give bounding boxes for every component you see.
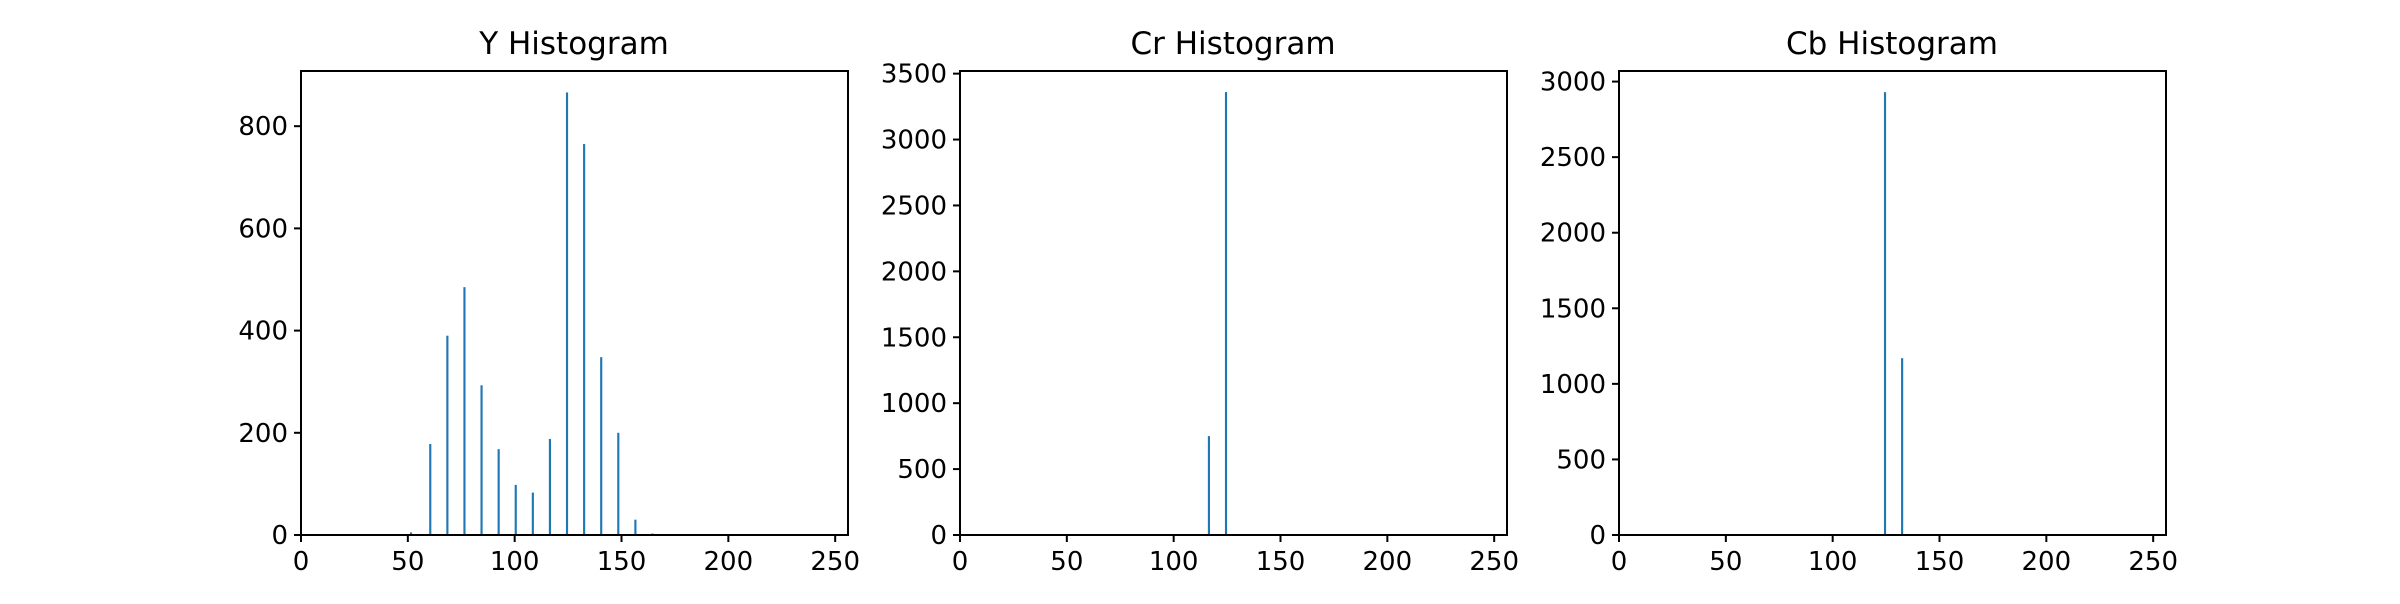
y-histogram-y-tick-label: 600 (238, 214, 288, 244)
cr-histogram-x-tick-label: 150 (1256, 547, 1306, 577)
y-histogram-x-tick-label: 250 (810, 547, 860, 577)
cr-histogram-y-tick-label: 2000 (881, 257, 947, 287)
y-histogram-axes-frame (301, 71, 848, 535)
cr-histogram-bar (1208, 436, 1210, 535)
y-histogram-bar (583, 144, 585, 535)
y-histogram-panel: Y Histogram 0 50 100 150 200 250 0 200 400 600 800 (238, 26, 860, 577)
cb-histogram-y-tick-label: 0 (1589, 521, 1606, 551)
y-histogram-bar (566, 92, 568, 535)
cr-histogram-axes-frame (960, 71, 1507, 535)
cr-histogram-y-tick-label: 3500 (881, 60, 947, 90)
cr-histogram-y-tick-label: 1000 (881, 389, 947, 419)
cb-histogram-x-tick-label: 150 (1915, 547, 1965, 577)
cr-histogram-y-tick-label: 2500 (881, 191, 947, 221)
y-histogram-bar (600, 357, 602, 535)
cb-histogram-y-tick-label: 2500 (1540, 143, 1606, 173)
cb-histogram-x-tick-label: 100 (1808, 547, 1858, 577)
cb-histogram-y-tick-label: 1000 (1540, 370, 1606, 400)
cb-histogram-bar (1901, 358, 1903, 535)
y-histogram-y-tick-label: 800 (238, 112, 288, 142)
cr-histogram-bar (1225, 92, 1227, 535)
y-histogram-bar (515, 485, 517, 535)
y-histogram-y-tick-label: 0 (271, 521, 288, 551)
cb-histogram-axes-frame (1619, 71, 2166, 535)
cb-histogram-y-tick-label: 3000 (1540, 68, 1606, 98)
y-histogram-x-tick-label: 0 (293, 547, 310, 577)
cr-histogram-x-tick-label: 250 (1469, 547, 1519, 577)
y-histogram-y-tick-label: 400 (238, 317, 288, 347)
cb-histogram-x-tick-label: 50 (1709, 547, 1742, 577)
y-histogram-x-tick-label: 150 (597, 547, 647, 577)
y-histogram-bar (480, 385, 482, 535)
cb-histogram-x-tick-label: 0 (1611, 547, 1628, 577)
y-histogram-bar (634, 520, 636, 535)
cb-histogram-y-tick-label: 2000 (1540, 219, 1606, 249)
y-histogram-bar (463, 287, 465, 535)
cr-histogram-x-tick-label: 100 (1149, 547, 1199, 577)
cr-histogram-y-tick-label: 0 (930, 521, 947, 551)
y-histogram-bar (498, 449, 500, 535)
y-histogram-bar (532, 493, 534, 535)
y-histogram-bar (446, 336, 448, 535)
y-histogram-x-tick-label: 200 (704, 547, 754, 577)
y-histogram-bar (617, 433, 619, 535)
cr-histogram-y-tick-label: 3000 (881, 126, 947, 156)
cr-histogram-y-tick-label: 1500 (881, 323, 947, 353)
cr-histogram-x-tick-label: 200 (1363, 547, 1413, 577)
cr-histogram-x-tick-label: 0 (952, 547, 969, 577)
y-histogram-x-tick-label: 50 (391, 547, 424, 577)
y-histogram-x-tick-label: 100 (490, 547, 540, 577)
y-histogram-y-tick-label: 200 (238, 419, 288, 449)
y-histogram-bar (429, 444, 431, 535)
cr-histogram-y-tick-label: 500 (897, 455, 947, 485)
cb-histogram-x-tick-label: 200 (2022, 547, 2072, 577)
y-histogram-title: Y Histogram (478, 26, 669, 62)
cb-histogram-y-tick-label: 500 (1556, 445, 1606, 475)
cb-histogram-y-tick-label: 1500 (1540, 294, 1606, 324)
cr-histogram-x-tick-label: 50 (1050, 547, 1083, 577)
y-histogram-bar (549, 439, 551, 535)
cb-histogram-bar (1884, 92, 1886, 535)
cb-histogram-title: Cb Histogram (1786, 26, 1998, 62)
cb-histogram-x-tick-label: 250 (2128, 547, 2178, 577)
cr-histogram-title: Cr Histogram (1130, 26, 1335, 62)
